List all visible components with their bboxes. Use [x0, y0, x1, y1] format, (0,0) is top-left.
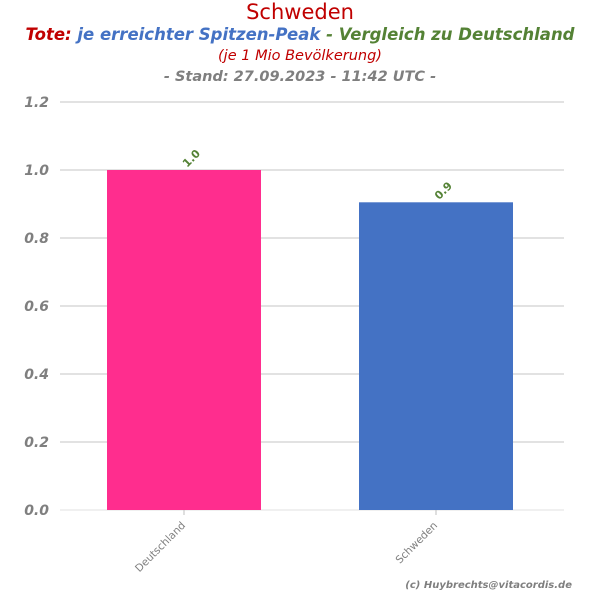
y-tick-label: 0.6 — [24, 299, 49, 315]
chart-subtitle: Tote: je erreichter Spitzen-Peak - Vergl… — [0, 25, 600, 45]
chart-timestamp: - Stand: 27.09.2023 - 11:42 UTC - — [163, 69, 437, 85]
bar-deutschland — [107, 170, 261, 510]
credit-text: (c) Huybrechts@vitacordis.de — [405, 580, 572, 591]
y-tick-label: 0.8 — [24, 231, 49, 247]
subtitle-blue-part: je erreichter Spitzen-Peak — [77, 25, 321, 44]
y-tick-label: 0.0 — [24, 503, 49, 519]
chart-subtitle-population: (je 1 Mio Bevölkerung) — [218, 48, 382, 64]
y-tick-label: 0.4 — [24, 367, 49, 383]
chart-title: Schweden — [246, 0, 354, 24]
subtitle-green-part: - Vergleich zu Deutschland — [326, 25, 575, 44]
data-label: 1.0 — [180, 147, 203, 170]
data-label: 0.9 — [432, 179, 455, 202]
y-tick-label: 0.2 — [24, 435, 49, 451]
y-tick-label: 1.0 — [24, 163, 49, 179]
y-tick-label: 1.2 — [24, 95, 49, 111]
x-tick-label: Deutschland — [133, 520, 188, 575]
bar-schweden — [359, 202, 513, 511]
x-tick-label: Schweden — [394, 520, 441, 567]
subtitle-red-part: Tote: — [25, 25, 72, 44]
